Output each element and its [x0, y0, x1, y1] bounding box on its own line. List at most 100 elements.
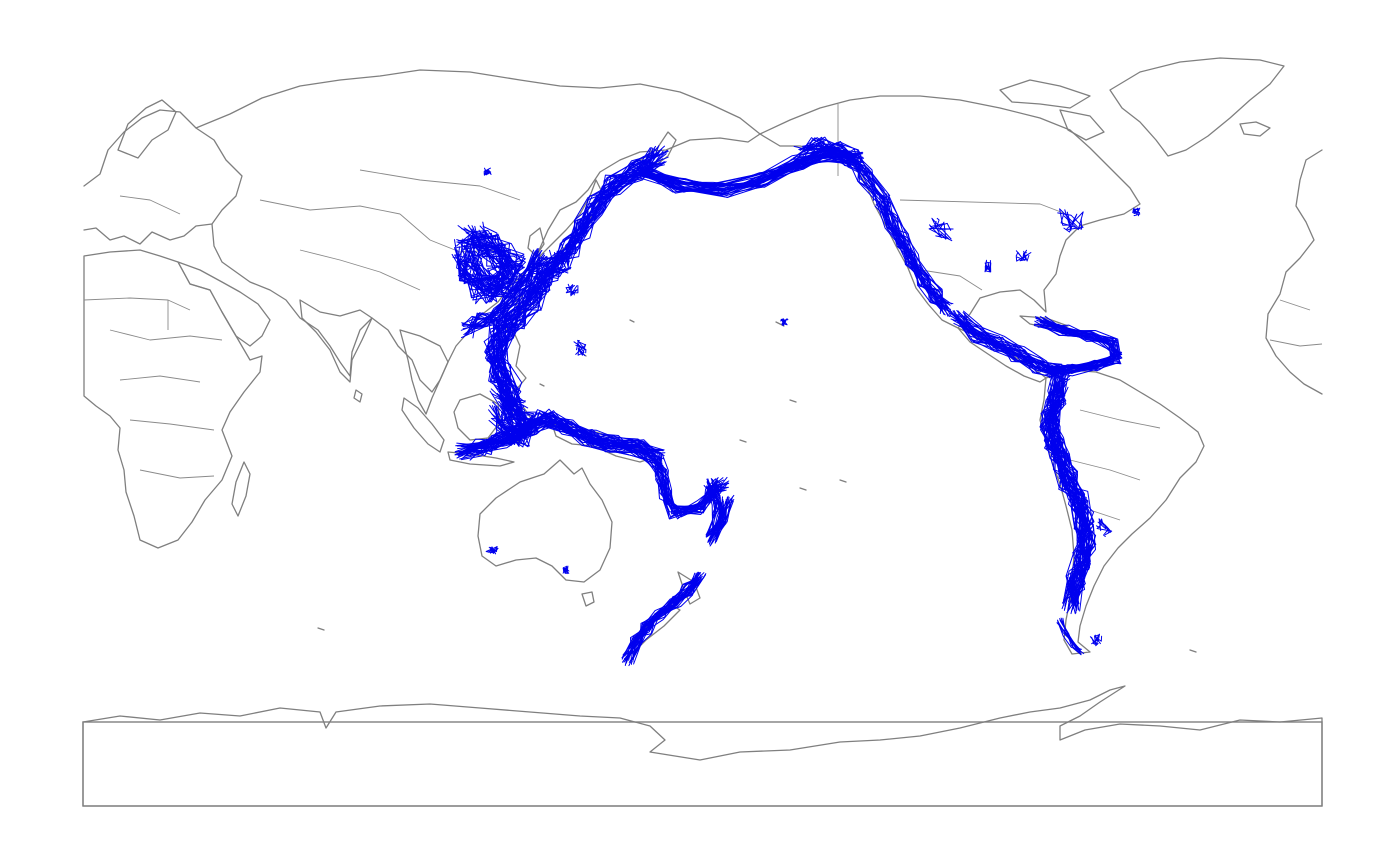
- quake-cluster-strand: [1063, 211, 1084, 231]
- north-america-outline: [759, 95, 1141, 329]
- quake-cluster-strand: [487, 279, 504, 290]
- quake-link-strand: [964, 315, 1060, 379]
- quake-cluster-strand: [573, 339, 586, 351]
- quake-link-strand: [1045, 320, 1116, 374]
- quake-link-strand: [963, 310, 1063, 379]
- quake-link-strand: [569, 149, 657, 269]
- quake-cluster-strand: [577, 341, 586, 356]
- quake-link-strand: [806, 140, 875, 197]
- quake-link-strand: [1057, 622, 1083, 650]
- quake-cluster-strand: [1057, 212, 1084, 230]
- quake-link-strand: [462, 410, 665, 460]
- quake-link-strand: [554, 145, 656, 262]
- quake-link-strand: [458, 412, 658, 465]
- quake-link-strand: [560, 161, 658, 271]
- quake-link-strand: [959, 319, 1057, 377]
- new-guinea-outline: [551, 423, 653, 463]
- sri-lanka-outline: [353, 389, 363, 403]
- quake-cluster-strand: [984, 259, 991, 270]
- quake-cluster-strand: [486, 549, 496, 554]
- quake-link-strand: [496, 398, 526, 440]
- quake-cluster-strand: [565, 285, 574, 294]
- quake-link-strand: [461, 250, 542, 339]
- europe-outline: [83, 109, 243, 245]
- quake-cluster-strand: [587, 442, 602, 445]
- quake-link-strand: [463, 243, 509, 279]
- quake-link-strand: [1050, 378, 1089, 602]
- quake-cluster-strand: [782, 318, 788, 325]
- quake-cluster-strand: [934, 221, 950, 240]
- quake-cluster-strand: [1136, 207, 1141, 216]
- quake-link-strand: [489, 249, 562, 416]
- africa-outline: [83, 249, 263, 549]
- greenland-outline: [1109, 57, 1285, 157]
- quake-link-strand: [454, 227, 513, 294]
- quake-link-strand: [458, 239, 514, 281]
- quake-link-strand: [874, 205, 943, 312]
- quake-link-strand: [885, 194, 943, 309]
- quake-link-strand: [458, 231, 523, 281]
- quake-link-strand: [492, 401, 538, 437]
- arctic-islands-outline: [999, 79, 1091, 109]
- quake-link-strand: [801, 139, 875, 195]
- quake-link-strand: [1050, 376, 1089, 607]
- indochina-outline: [399, 329, 449, 415]
- quake-cluster-strand: [1099, 520, 1112, 533]
- quake-link-strand: [631, 574, 702, 661]
- quake-cluster-strand: [488, 280, 503, 297]
- iceland-outline: [1239, 121, 1271, 137]
- quake-cluster-strand: [568, 284, 575, 291]
- quake-cluster-strand: [1015, 250, 1024, 260]
- quake-link-strand: [461, 255, 534, 325]
- borneo-outline: [453, 393, 501, 441]
- quake-link-strand: [798, 139, 887, 196]
- quake-link-strand: [491, 389, 523, 445]
- quake-cluster-strand: [930, 221, 954, 230]
- korea-outline: [527, 227, 545, 257]
- quake-link-strand: [627, 580, 701, 659]
- quake-link-strand: [888, 195, 942, 311]
- quake-cluster-strand: [936, 217, 940, 229]
- quake-link-strand: [488, 398, 539, 440]
- quake-link-strand: [1046, 386, 1095, 615]
- quake-cluster-strand: [1091, 636, 1097, 645]
- quake-link-strand: [461, 228, 509, 285]
- quake-link-strand: [552, 161, 655, 256]
- quake-link-strand: [882, 198, 942, 309]
- quake-cluster-strand: [570, 285, 578, 296]
- quake-link-strand: [461, 256, 541, 327]
- quake-link-strand: [705, 478, 724, 538]
- quake-link-strand: [952, 315, 1060, 370]
- map-frame: [82, 721, 1323, 807]
- quake-cluster-strand: [575, 344, 587, 354]
- madagascar-outline: [231, 461, 251, 517]
- quake-link-strand: [1051, 377, 1093, 599]
- australia-outline: [477, 459, 613, 583]
- quake-link-strand: [490, 252, 560, 425]
- quake-link-strand: [489, 260, 569, 410]
- quake-link-strand: [1041, 377, 1085, 611]
- quake-link-strand: [711, 481, 735, 541]
- quake-cluster-strand: [587, 435, 596, 445]
- scandinavia-outline: [117, 99, 177, 159]
- quake-link-strand: [878, 202, 950, 309]
- right-edge-land-outline: [1265, 149, 1323, 395]
- quake-link-strand: [493, 268, 553, 402]
- baffin-outline: [1059, 109, 1105, 141]
- tasmania-outline: [581, 591, 595, 607]
- quake-link-strand: [1057, 621, 1081, 652]
- land-outlines: [82, 57, 1323, 807]
- antarctica-outline: [82, 685, 1323, 807]
- quake-cluster-strand: [1060, 214, 1083, 230]
- quake-cluster-strand: [1022, 249, 1027, 261]
- country-borders: [83, 104, 1323, 521]
- south-america-outline: [1039, 369, 1205, 655]
- quake-link-strand: [632, 576, 703, 663]
- quake-link-strand: [797, 136, 883, 200]
- quake-cluster-strand: [1103, 528, 1109, 537]
- quake-link-strand: [657, 463, 725, 514]
- quake-link-strand: [470, 250, 543, 334]
- quake-cluster-strand: [562, 567, 568, 574]
- quake-link-strand: [489, 390, 528, 436]
- quake-link-strand: [469, 411, 662, 454]
